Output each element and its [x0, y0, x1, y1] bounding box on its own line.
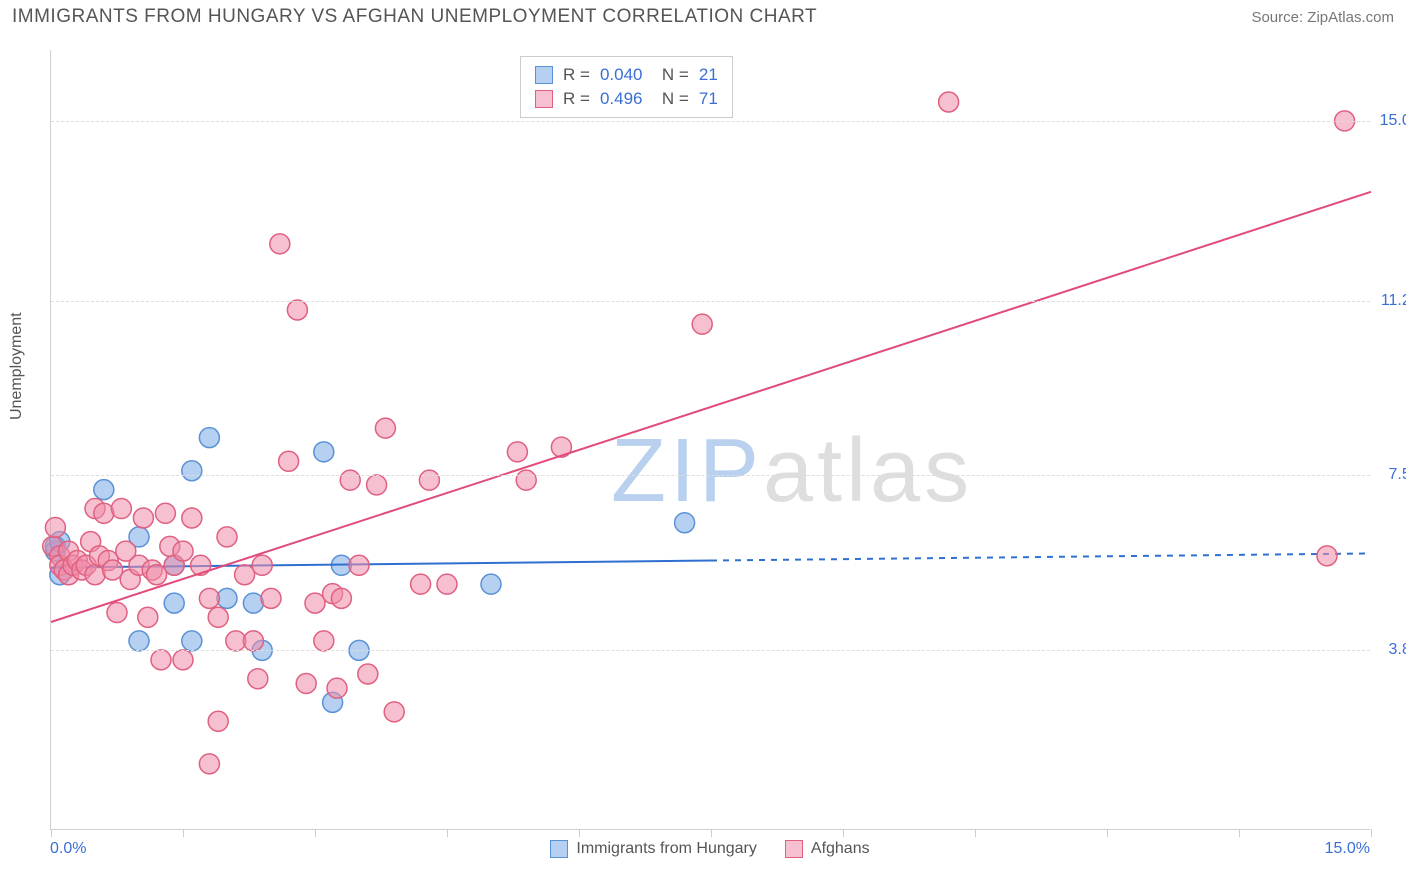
stat-n-value: 71	[699, 89, 718, 109]
data-point	[45, 517, 65, 537]
data-point	[103, 560, 123, 580]
data-point	[243, 593, 263, 613]
y-axis-label: Unemployment	[8, 312, 26, 420]
data-point	[111, 499, 131, 519]
header: IMMIGRANTS FROM HUNGARY VS AFGHAN UNEMPL…	[12, 6, 1394, 28]
data-point	[296, 673, 316, 693]
data-point	[516, 470, 536, 490]
data-point	[349, 555, 369, 575]
data-point	[182, 631, 202, 651]
data-point	[314, 631, 334, 651]
data-point	[419, 470, 439, 490]
data-point	[692, 314, 712, 334]
data-point	[270, 234, 290, 254]
data-point	[507, 442, 527, 462]
data-point	[235, 565, 255, 585]
data-point	[164, 593, 184, 613]
data-point	[437, 574, 457, 594]
data-point	[248, 669, 268, 689]
y-tick-label: 11.2%	[1381, 292, 1406, 310]
stats-legend: R = 0.040 N = 21 R = 0.496 N = 71	[520, 56, 733, 118]
data-point	[94, 480, 114, 500]
y-tick-label: 7.5%	[1389, 466, 1406, 484]
data-point	[182, 508, 202, 528]
legend-label: Immigrants from Hungary	[576, 840, 757, 858]
swatch-icon	[535, 66, 553, 84]
data-point	[279, 451, 299, 471]
data-point	[243, 631, 263, 651]
stat-r-value: 0.496	[600, 89, 643, 109]
data-point	[1317, 546, 1337, 566]
legend-item: Afghans	[785, 840, 870, 858]
data-point	[199, 588, 219, 608]
stat-label: N =	[652, 65, 688, 85]
data-point	[129, 631, 149, 651]
data-point	[331, 588, 351, 608]
data-point	[173, 650, 193, 670]
trend-line	[51, 192, 1371, 622]
legend-item: Immigrants from Hungary	[550, 840, 757, 858]
data-point	[199, 428, 219, 448]
data-point	[939, 92, 959, 112]
stat-n-value: 21	[699, 65, 718, 85]
stats-legend-row: R = 0.040 N = 21	[535, 63, 718, 87]
data-point	[173, 541, 193, 561]
data-point	[208, 711, 228, 731]
data-point	[151, 650, 171, 670]
data-point	[261, 588, 281, 608]
plot-area: ZIPatlas 3.8%7.5%11.2%15.0%	[50, 50, 1370, 830]
data-point	[107, 603, 127, 623]
data-point	[94, 503, 114, 523]
data-point	[314, 442, 334, 462]
data-point	[367, 475, 387, 495]
stat-label: R =	[563, 89, 590, 109]
data-point	[252, 555, 272, 575]
stat-r-value: 0.040	[600, 65, 643, 85]
data-point	[199, 754, 219, 774]
data-point	[217, 527, 237, 547]
data-point	[155, 503, 175, 523]
swatch-icon	[535, 90, 553, 108]
swatch-icon	[550, 840, 568, 858]
bottom-legend: Immigrants from Hungary Afghans	[50, 840, 1370, 858]
data-point	[305, 593, 325, 613]
data-point	[133, 508, 153, 528]
source-label: Source: ZipAtlas.com	[1251, 9, 1394, 26]
data-point	[384, 702, 404, 722]
data-point	[147, 565, 167, 585]
data-point	[675, 513, 695, 533]
chart-svg	[51, 50, 1370, 829]
data-point	[481, 574, 501, 594]
data-point	[182, 461, 202, 481]
data-point	[287, 300, 307, 320]
y-tick-label: 3.8%	[1389, 641, 1406, 659]
stats-legend-row: R = 0.496 N = 71	[535, 87, 718, 111]
data-point	[138, 607, 158, 627]
trend-line-dashed	[711, 553, 1371, 560]
stat-label: N =	[652, 89, 688, 109]
swatch-icon	[785, 840, 803, 858]
stat-label: R =	[563, 65, 590, 85]
y-tick-label: 15.0%	[1380, 112, 1406, 130]
data-point	[208, 607, 228, 627]
data-point	[358, 664, 378, 684]
chart-title: IMMIGRANTS FROM HUNGARY VS AFGHAN UNEMPL…	[12, 6, 817, 28]
data-point	[340, 470, 360, 490]
legend-label: Afghans	[811, 840, 870, 858]
data-point	[411, 574, 431, 594]
data-point	[375, 418, 395, 438]
data-point	[327, 678, 347, 698]
